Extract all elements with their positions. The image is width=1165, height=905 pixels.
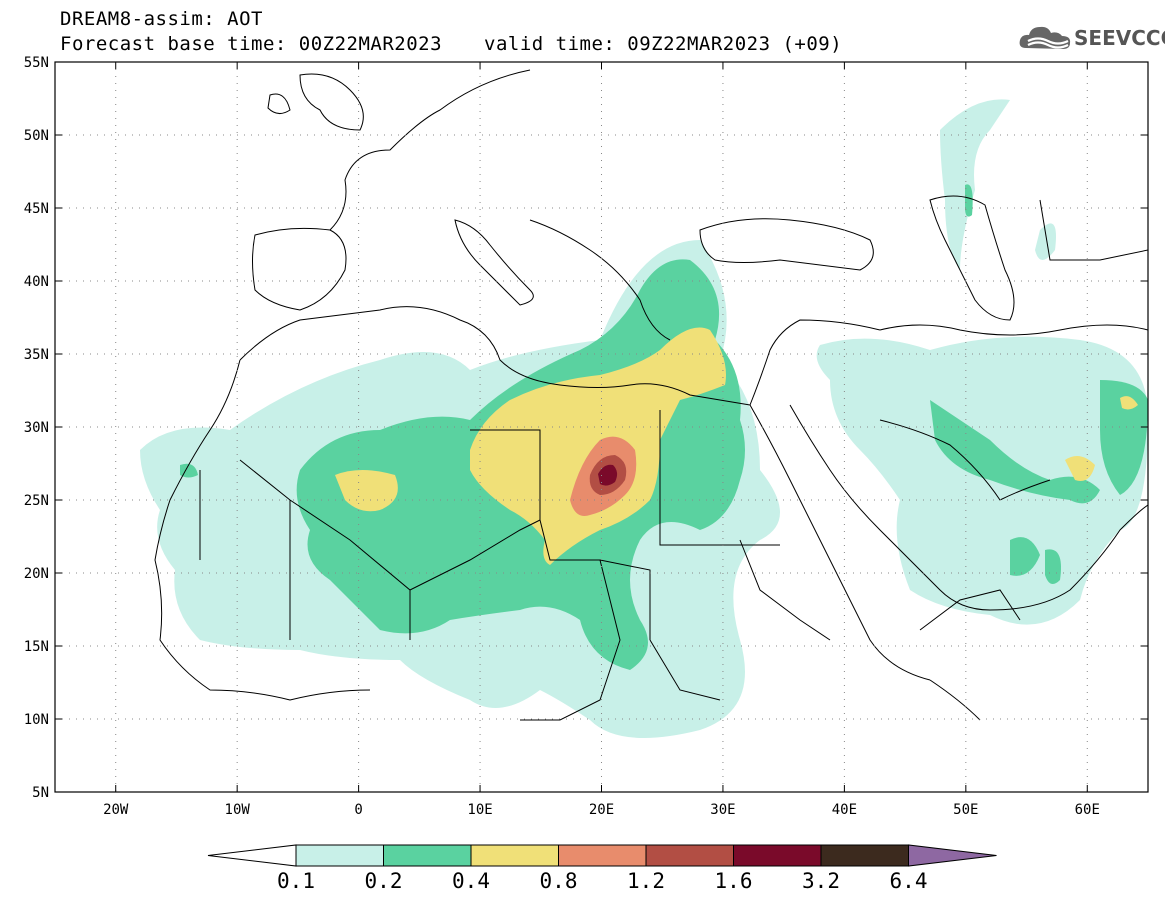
colorbar-label: 6.4 <box>890 869 928 893</box>
lon-label: 40E <box>832 802 857 818</box>
forecast-base-time: Forecast base time: 00Z22MAR2023 <box>60 33 443 55</box>
colorbar-swatch <box>295 844 384 867</box>
lon-label: 50E <box>953 802 978 818</box>
colorbar-swatch <box>383 844 472 867</box>
cloud-icon <box>1019 26 1071 49</box>
lat-label: 35N <box>24 347 49 363</box>
lat-label: 45N <box>24 201 49 217</box>
colorbar-label: 0.2 <box>365 869 403 893</box>
axis-labels: 20W 10W 0 10E 20E 30E 40E 50E 60E 55N 50N 45N 40N 35N… <box>24 55 1100 818</box>
colorbar-swatch <box>820 844 909 867</box>
coastlines <box>154 69 1148 721</box>
colorbar-swatch <box>733 844 822 867</box>
colorbar-extension-high <box>908 844 997 867</box>
lat-label: 20N <box>24 566 49 582</box>
logo-text: SEEVCCC <box>1074 26 1165 50</box>
colorbar-label: 0.4 <box>452 869 490 893</box>
lon-label: 60E <box>1075 802 1100 818</box>
lon-label: 0 <box>354 802 362 818</box>
lat-label: 25N <box>24 493 49 509</box>
lat-label: 30N <box>24 420 49 436</box>
colorbar: 0.1 0.2 0.4 0.8 1.2 1.6 3.2 6.4 <box>207 844 997 893</box>
aot-shading <box>140 99 1148 738</box>
map-title: DREAM8-assim: AOT <box>60 8 263 30</box>
seevccc-logo: SEEVCCC <box>1018 22 1165 58</box>
lat-label: 15N <box>24 639 49 655</box>
lon-label: 20E <box>589 802 614 818</box>
lat-label: 5N <box>32 785 49 801</box>
lon-label: 20W <box>103 802 129 818</box>
lon-label: 10W <box>225 802 251 818</box>
lon-label: 30E <box>710 802 735 818</box>
valid-time: valid time: 09Z22MAR2023 (+09) <box>484 33 843 55</box>
colorbar-swatch <box>558 844 647 867</box>
colorbar-swatch <box>645 844 734 867</box>
lat-label: 40N <box>24 274 49 290</box>
colorbar-swatch <box>470 844 559 867</box>
colorbar-label: 0.1 <box>277 869 315 893</box>
lat-label: 50N <box>24 128 49 144</box>
lon-label: 10E <box>467 802 492 818</box>
colorbar-label: 0.8 <box>540 869 578 893</box>
lat-label: 10N <box>24 712 49 728</box>
graticule <box>55 61 1148 793</box>
lat-label: 55N <box>24 55 49 71</box>
colorbar-label: 1.6 <box>715 869 753 893</box>
colorbar-label: 3.2 <box>802 869 840 893</box>
colorbar-label: 1.2 <box>627 869 665 893</box>
aot-level-1-6 <box>598 464 618 486</box>
colorbar-extension-low <box>207 844 297 867</box>
